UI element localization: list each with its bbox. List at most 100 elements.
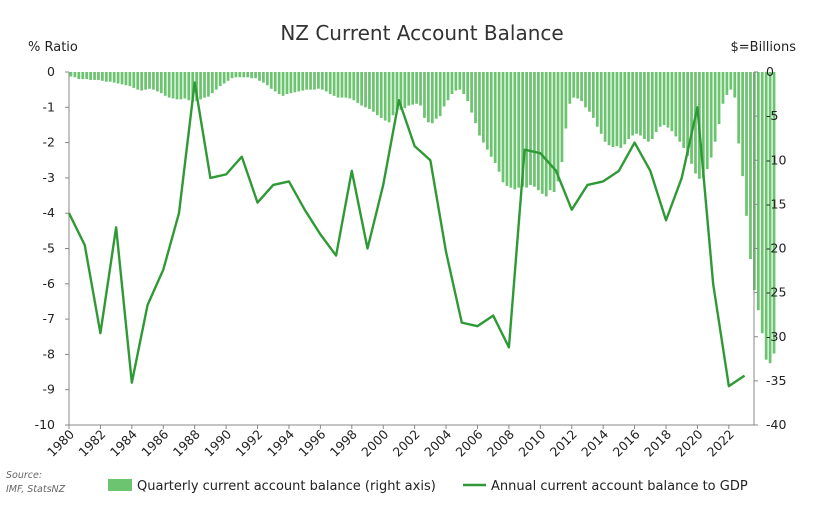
left-tick-label: -7	[43, 311, 55, 326]
quarterly-bar	[222, 72, 226, 84]
quarterly-bar	[167, 72, 171, 98]
quarterly-bar	[552, 72, 556, 193]
quarterly-bar	[375, 72, 379, 116]
right-tick-label: -35	[766, 373, 786, 388]
quarterly-bar	[666, 72, 670, 128]
quarterly-bar	[199, 72, 202, 100]
quarterly-bar	[450, 72, 454, 95]
quarterly-bar	[301, 72, 305, 91]
quarterly-bar	[572, 72, 576, 98]
quarterly-bar	[599, 72, 603, 134]
quarterly-bar	[584, 72, 587, 108]
quarterly-bar	[348, 72, 352, 99]
quarterly-bar	[195, 72, 199, 102]
quarterly-bar	[183, 72, 187, 99]
quarterly-bar	[399, 72, 403, 110]
quarterly-bar	[250, 72, 254, 79]
quarterly-bar	[226, 72, 230, 81]
left-tick-label: -1	[43, 99, 55, 114]
quarterly-bar	[112, 72, 116, 83]
quarterly-bar	[462, 72, 466, 95]
quarterly-bar	[650, 72, 654, 140]
quarterly-bar	[234, 72, 238, 78]
quarterly-bar	[156, 72, 159, 92]
quarterly-bar	[627, 72, 631, 140]
quarterly-bar	[544, 72, 548, 197]
legend-label-line: Annual current account balance to GDP	[491, 479, 748, 494]
quarterly-bar	[187, 72, 191, 101]
quarterly-bar	[179, 72, 183, 100]
quarterly-bar	[391, 72, 395, 116]
quarterly-bar	[768, 72, 772, 364]
legend-swatch-bars	[108, 479, 132, 491]
quarterly-bar	[745, 72, 748, 216]
quarterly-bar	[242, 72, 246, 78]
quarterly-bar	[77, 72, 81, 80]
quarterly-bar	[497, 72, 501, 172]
x-tick-label: 1982	[75, 427, 108, 460]
quarterly-bar	[635, 72, 638, 134]
quarterly-bar	[576, 72, 580, 99]
quarterly-bar	[69, 72, 73, 77]
quarterly-bar	[438, 72, 442, 117]
quarterly-bar	[238, 72, 242, 78]
x-tick-label: 2020	[672, 426, 705, 459]
quarterly-bar	[658, 72, 662, 127]
quarterly-bar	[485, 72, 489, 150]
quarterly-bar	[171, 72, 175, 99]
quarterly-bar	[372, 72, 375, 112]
quarterly-bar	[273, 72, 277, 92]
quarterly-bar	[344, 72, 348, 98]
x-tick-label: 2010	[515, 426, 548, 459]
x-tick-label: 2018	[641, 426, 674, 459]
quarterly-bar	[360, 72, 363, 106]
right-tick-label: -30	[766, 329, 786, 344]
quarterly-bar	[694, 72, 697, 174]
quarterly-bar	[148, 72, 151, 89]
quarterly-bar	[320, 72, 324, 90]
quarterly-bar	[639, 72, 642, 136]
quarterly-bar	[218, 72, 222, 87]
quarterly-bar	[729, 72, 733, 90]
x-tick-label: 2008	[484, 426, 517, 459]
quarterly-bar	[470, 72, 473, 113]
quarterly-bar	[619, 72, 623, 148]
quarterly-bar	[521, 72, 525, 187]
left-tick-labels: 0 -1 -2 -3 -4 -5 -6 -7 -8 -9 -10	[35, 64, 69, 432]
quarterly-bar	[591, 72, 595, 118]
quarterly-bar	[356, 72, 360, 103]
quarterly-bar	[265, 72, 269, 86]
quarterly-bar	[678, 72, 682, 142]
quarterly-bar	[101, 72, 104, 81]
quarterly-bar	[568, 72, 572, 104]
quarterly-bar	[615, 72, 619, 147]
quarterly-bar	[701, 72, 705, 178]
quarterly-bar	[281, 72, 285, 96]
quarterly-bar	[631, 72, 635, 136]
quarterly-bar	[395, 72, 399, 110]
quarterly-bar	[163, 72, 167, 96]
quarterly-bar	[756, 72, 760, 311]
quarterly-bar	[116, 72, 120, 84]
left-tick-label: 0	[47, 64, 55, 79]
quarterly-bar	[313, 72, 316, 90]
quarterly-bar	[89, 72, 92, 80]
quarterly-bar	[383, 72, 387, 121]
x-tick-label: 2014	[578, 426, 611, 459]
quarterly-bar	[670, 72, 674, 132]
quarterly-bar	[336, 72, 340, 98]
quarterly-bar	[489, 72, 493, 157]
quarterly-bar	[407, 72, 411, 106]
x-tick-label: 1990	[201, 426, 234, 459]
quarterly-bar	[454, 72, 458, 91]
quarterly-bar	[210, 72, 214, 94]
quarterly-bar	[324, 72, 328, 92]
left-tick-label: -5	[43, 241, 55, 256]
left-axis-title: % Ratio	[28, 40, 78, 55]
quarterly-bar	[674, 72, 678, 137]
quarterly-bar	[560, 72, 564, 163]
quarterly-bar	[505, 72, 509, 186]
quarterly-bar	[690, 72, 693, 164]
left-tick-label: -4	[43, 205, 56, 220]
quarterly-bar	[643, 72, 646, 140]
